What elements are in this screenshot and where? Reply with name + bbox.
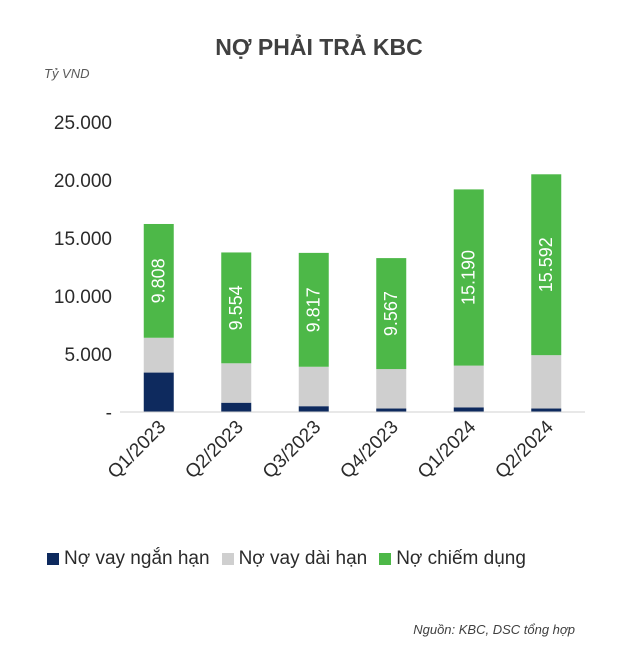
legend-label-long-term-debt: Nợ vay dài hạn [238, 548, 368, 569]
data-label: 9.554 [226, 285, 246, 330]
bar-segment-appropriated [376, 258, 407, 370]
data-label: 9.567 [381, 291, 401, 336]
y-tick-label: - [106, 403, 112, 424]
x-tick-label: Q2/2023 [181, 417, 247, 483]
legend-label-appropriated-debt: Nợ chiếm dụng [396, 548, 526, 569]
bar-segment-short-term [531, 408, 562, 412]
bar-segment-long-term [376, 369, 407, 409]
bar-segment-appropriated [221, 252, 252, 364]
bar-segment-short-term [298, 406, 329, 412]
legend-label-short-term-debt: Nợ vay ngắn hạn [64, 548, 210, 569]
source-note: Nguồn: KBC, DSC tổng hợp [413, 622, 575, 637]
legend-swatch-short-term-debt [47, 553, 59, 565]
data-label: 15.190 [459, 250, 479, 305]
x-tick-label: Q1/2024 [414, 416, 481, 483]
bar-segment-appropriated [298, 252, 329, 367]
bar-segment-long-term [531, 355, 562, 409]
bar-segment-long-term [143, 337, 174, 373]
y-tick-label: 15.000 [54, 229, 112, 250]
x-tick-label: Q2/2024 [491, 416, 558, 483]
bar-segment-long-term [221, 363, 252, 403]
y-tick-label: 20.000 [54, 171, 112, 192]
bar-segment-appropriated [143, 223, 174, 338]
legend: Nợ vay ngắn hạn Nợ vay dài hạn Nợ chiếm … [47, 548, 538, 570]
legend-item-short-term-debt: Nợ vay ngắn hạn [47, 548, 210, 570]
bar-segment-short-term [143, 372, 174, 412]
x-tick-label: Q1/2023 [104, 417, 170, 483]
x-tick-label: Q3/2023 [259, 417, 325, 483]
bar-segment-appropriated [453, 189, 484, 366]
bar-segment-short-term [453, 407, 484, 412]
bar-segment-short-term [376, 408, 407, 412]
y-tick-label: 10.000 [54, 287, 112, 308]
bar-segment-short-term [221, 402, 252, 412]
bar-segment-appropriated [531, 174, 562, 356]
legend-item-appropriated-debt: Nợ chiếm dụng [379, 548, 526, 570]
y-tick-label: 5.000 [64, 345, 112, 366]
data-label: 9.808 [149, 258, 169, 303]
legend-swatch-appropriated-debt [379, 553, 392, 565]
data-label: 15.592 [536, 237, 556, 292]
bar-segment-long-term [453, 365, 484, 408]
chart-title: NỢ PHẢI TRẢ KBC [215, 34, 423, 60]
legend-item-long-term-debt: Nợ vay dài hạn [221, 548, 368, 570]
x-tick-label: Q4/2023 [336, 417, 402, 483]
y-unit-label: Tỷ VND [44, 66, 90, 81]
bar-segment-long-term [298, 366, 329, 407]
data-label: 9.817 [304, 287, 324, 332]
y-tick-label: 25.000 [54, 113, 112, 134]
stacked-bar-chart: - 5.000 10.000 15.000 20.000 25.000 9.808 Q1/20… [54, 113, 585, 483]
legend-swatch-long-term-debt [221, 553, 234, 565]
